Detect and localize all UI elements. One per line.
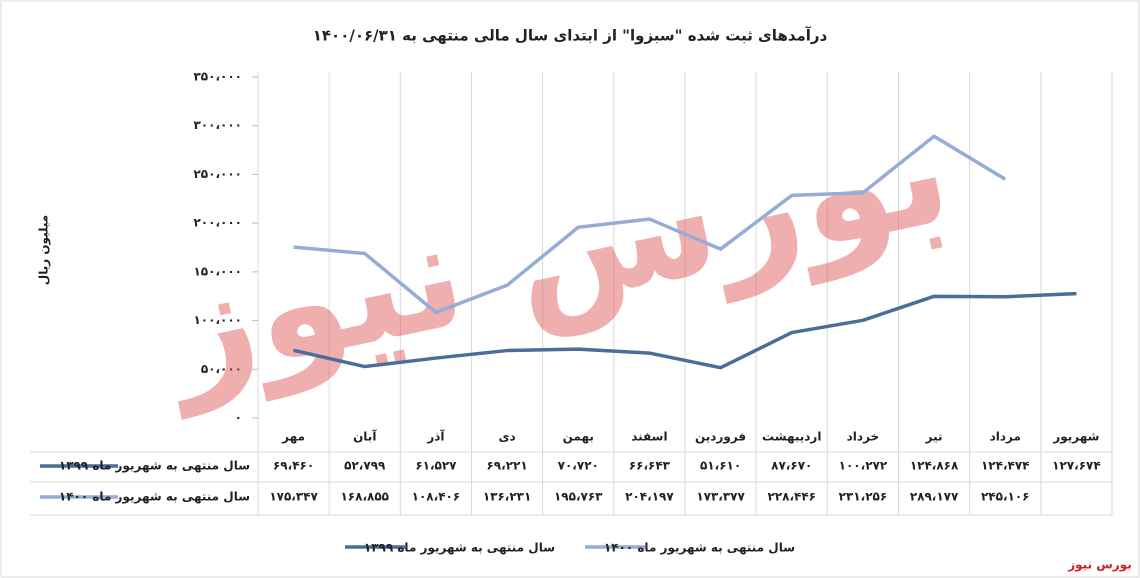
data-label: ۸۷،۶۷۰ <box>771 459 812 473</box>
x-tick-label: اردیبهشت <box>762 430 821 444</box>
x-tick-label: شهریور <box>1052 430 1099 445</box>
y-tick-label: ۳۰۰،۰۰۰ <box>193 118 242 132</box>
x-tick-label: آذر <box>426 429 445 444</box>
table-row-header: سال منتهی به شهریور ماه ۱۳۹۹ <box>59 459 250 474</box>
legend-label: سال منتهی به شهریور ماه ۱۳۹۹ <box>364 541 555 556</box>
data-label: ۶۱،۵۲۷ <box>415 459 457 473</box>
series-line <box>293 291 1077 370</box>
data-label: ۲۸۹،۱۷۷ <box>910 490 959 504</box>
data-label: ۱۰۰،۲۷۲ <box>839 459 888 473</box>
x-tick-label: بهمن <box>563 430 594 444</box>
y-tick-label: ۱۵۰،۰۰۰ <box>193 264 242 278</box>
y-tick-label: ۲۵۰،۰۰۰ <box>193 167 242 181</box>
x-tick-label: مهر <box>281 430 305 444</box>
y-axis-label: میلیون ریال <box>37 215 52 285</box>
data-label: ۲۲۸،۴۴۶ <box>767 490 816 504</box>
legend-label: سال منتهی به شهریور ماه ۱۴۰۰ <box>604 541 795 556</box>
data-label: ۵۱،۶۱۰ <box>700 459 741 473</box>
chart-title: درآمدهای ثبت شده "سبزوا" از ابتدای سال م… <box>313 27 828 45</box>
data-label: ۱۲۴،۸۶۸ <box>910 459 959 473</box>
data-label: ۱۶۸،۸۵۵ <box>340 490 389 504</box>
y-tick-label: ۰ <box>235 411 242 425</box>
data-label: ۷۰،۷۲۰ <box>558 459 599 473</box>
data-label: ۲۰۴،۱۹۷ <box>625 490 674 504</box>
data-label: ۱۳۶،۲۳۱ <box>483 490 532 504</box>
data-label: ۱۹۵،۷۶۳ <box>554 490 603 504</box>
data-label: ۵۲،۷۹۹ <box>344 459 386 473</box>
data-label: ۲۴۵،۱۰۶ <box>981 490 1030 504</box>
y-tick-label: ۲۰۰،۰۰۰ <box>193 216 242 230</box>
table-row-header: سال منتهی به شهریور ماه ۱۴۰۰ <box>59 490 250 505</box>
data-label: ۱۷۵،۳۴۷ <box>269 490 318 504</box>
source: بورس نیوز <box>1067 558 1132 573</box>
y-tick-label: ۵۰،۰۰۰ <box>201 362 242 376</box>
data-label: ۱۷۳،۳۷۷ <box>696 490 745 504</box>
y-tick-label: ۱۰۰،۰۰۰ <box>193 313 242 327</box>
x-tick-label: دی <box>499 430 516 444</box>
series-line <box>293 134 1007 315</box>
data-label: ۶۹،۴۶۰ <box>273 459 314 473</box>
x-tick-label: آبان <box>353 429 377 444</box>
data-label: ۶۹،۲۲۱ <box>486 459 527 473</box>
x-tick-label: اسفند <box>631 430 667 444</box>
data-label: ۲۳۱،۲۵۶ <box>839 490 888 504</box>
x-tick-label: تیر <box>925 430 943 444</box>
data-label: ۶۶،۶۴۳ <box>629 459 671 473</box>
x-tick-label: فروردین <box>695 430 746 445</box>
x-tick-label: خرداد <box>847 430 880 444</box>
y-tick-label: ۳۵۰،۰۰۰ <box>193 70 242 84</box>
data-label: ۱۲۴،۴۷۴ <box>981 459 1030 473</box>
data-label: ۱۰۸،۴۰۶ <box>412 490 461 504</box>
data-label: ۱۲۷،۶۷۴ <box>1052 459 1101 473</box>
x-tick-label: مرداد <box>990 430 1021 444</box>
